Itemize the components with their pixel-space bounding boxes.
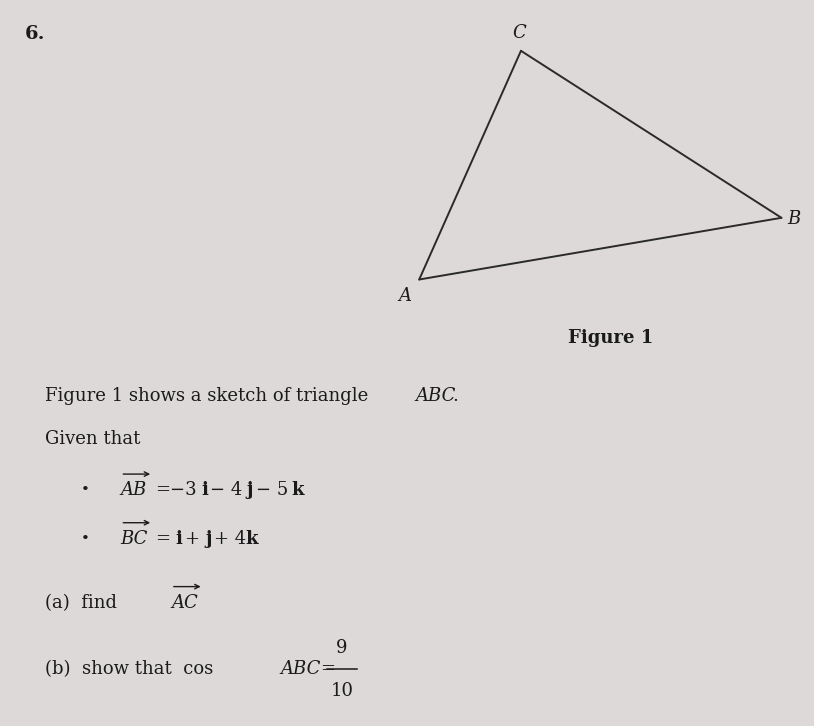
Text: + 4: + 4 — [214, 530, 246, 547]
Text: Given that: Given that — [45, 431, 140, 448]
Text: BC: BC — [120, 530, 148, 547]
Text: − 5: − 5 — [256, 481, 288, 499]
Text: =: = — [320, 661, 335, 678]
Text: B: B — [787, 211, 800, 228]
Text: •: • — [81, 531, 90, 546]
Text: Figure 1: Figure 1 — [568, 329, 653, 346]
Text: k: k — [245, 530, 257, 547]
Text: AC: AC — [171, 594, 198, 611]
Text: 9: 9 — [336, 639, 348, 656]
Text: =: = — [155, 530, 169, 547]
Text: − 4: − 4 — [210, 481, 243, 499]
Text: j: j — [205, 530, 212, 547]
Text: j: j — [247, 481, 253, 499]
Text: i: i — [201, 481, 208, 499]
Text: i: i — [175, 530, 182, 547]
Text: .: . — [453, 387, 458, 404]
Text: 10: 10 — [330, 682, 353, 700]
Text: 6.: 6. — [24, 25, 45, 44]
Text: •: • — [81, 483, 90, 497]
Text: C: C — [513, 24, 526, 41]
Text: (b)  show that  cos: (b) show that cos — [45, 661, 217, 678]
Text: (a)  find: (a) find — [45, 594, 129, 611]
Text: ABC: ABC — [281, 661, 322, 678]
Text: k: k — [291, 481, 304, 499]
Text: ABC: ABC — [415, 387, 456, 404]
Text: Figure 1 shows a sketch of triangle: Figure 1 shows a sketch of triangle — [45, 387, 374, 404]
Text: A: A — [399, 287, 412, 305]
Text: =−3: =−3 — [155, 481, 196, 499]
Text: +: + — [184, 530, 199, 547]
Text: AB: AB — [120, 481, 147, 499]
